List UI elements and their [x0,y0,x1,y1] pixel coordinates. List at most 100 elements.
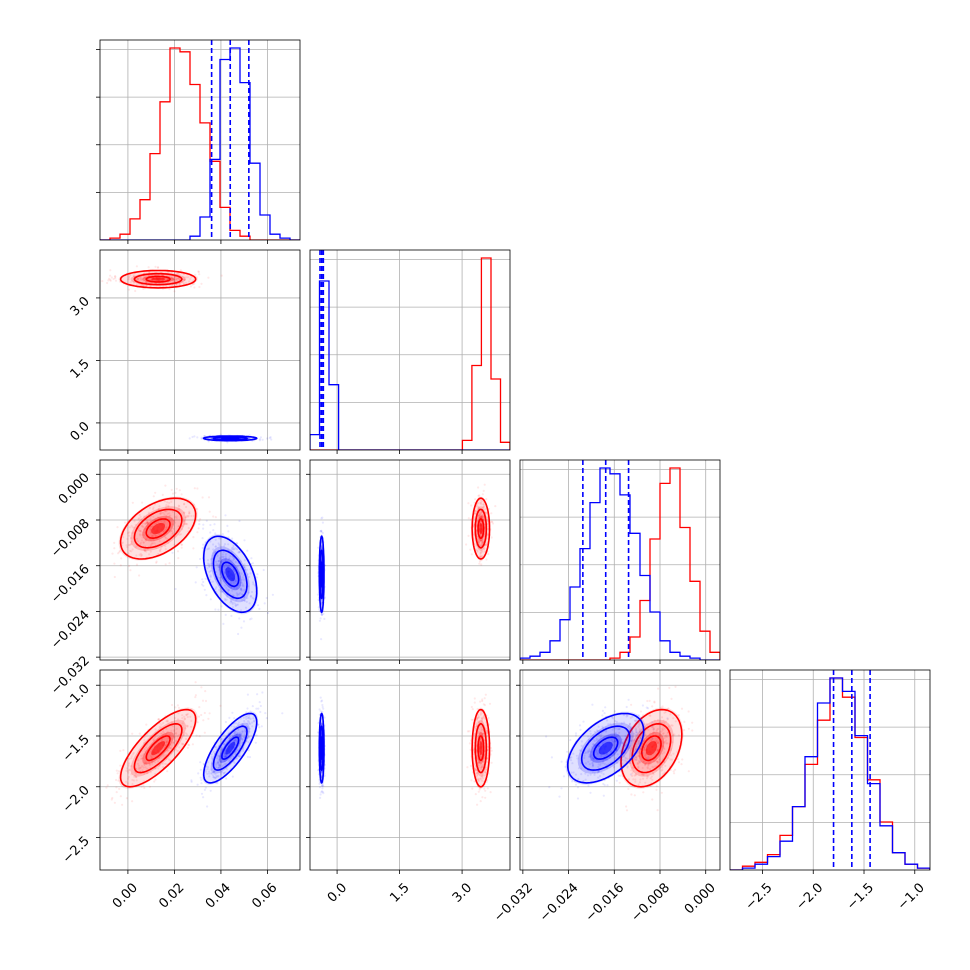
scatter-point [648,699,651,703]
scatter-point [469,548,472,551]
contour-0-2 [119,497,197,560]
scatter-point [593,730,597,734]
scatter-point [479,502,482,505]
scatter-point [602,782,605,786]
scatter-point [181,722,184,725]
scatter-point [139,530,142,533]
scatter-point [656,719,660,722]
scatter-point [633,758,637,761]
scatter-point [194,273,197,276]
scatter-point [140,553,143,557]
scatter-point [134,546,137,549]
scatter-point [128,757,131,761]
scatter-point [578,724,582,727]
scatter-point [241,584,244,587]
scatter-point [627,746,631,749]
scatter-point [113,541,116,545]
scatter-point [183,502,186,505]
scatter-point [166,770,169,773]
scatter-point [618,781,621,784]
scatter-point [176,749,179,753]
scatter-point [474,769,477,772]
scatter-point [214,776,217,779]
scatter-point [487,552,490,556]
scatter-point [165,510,168,513]
scatter-point [135,779,138,782]
scatter-point [171,741,174,744]
scatter-point [235,542,238,545]
scatter-point [208,775,211,778]
scatter-point [174,278,177,281]
scatter-point [247,735,250,739]
scatter-point [198,735,201,738]
scatter-point [171,531,174,535]
scatter-point [613,766,616,769]
scatter-point [134,523,137,526]
scatter-point [233,739,236,742]
scatter-point [198,285,201,289]
scatter-point [465,543,468,546]
scatter-point [317,722,320,725]
scatter-point [164,536,167,539]
scatter-point [163,513,166,516]
scatter-point [638,730,641,734]
contour-0-1 [133,508,183,549]
scatter-point [321,521,324,524]
scatter-point [171,492,175,495]
scatter-point [215,586,218,589]
scatter-point [193,487,196,490]
scatter-point [480,733,484,736]
scatter-point [251,705,254,708]
scatter-point [570,756,573,759]
scatter-point [255,734,258,737]
scatter-point [635,719,638,722]
scatter-point [479,556,482,559]
scatter-point [230,599,233,603]
scatter-point [228,558,231,561]
scatter-point [193,282,196,285]
scatter-point [480,516,483,519]
histogram-1 [730,677,930,870]
scatter-point [180,543,183,546]
scatter-point [214,588,217,591]
scatter-point [115,769,118,772]
scatter-point [228,737,231,740]
scatter-point [639,778,642,781]
scatter-point [209,523,212,527]
scatter-point [94,788,96,790]
scatter-point [651,737,654,740]
scatter-point [186,746,189,749]
scatter-point [242,716,245,719]
contour-1-1 [212,435,248,441]
scatter-point [146,521,149,524]
scatter-point [181,717,184,720]
scatter-point [224,557,228,560]
scatter-point [114,279,118,282]
scatter-point [248,716,251,719]
scatter-point [220,773,223,776]
scatter-point [626,757,629,760]
scatter-point [479,544,482,548]
scatter-point [489,746,492,750]
scatter-point [174,587,177,591]
scatter-point [596,753,599,756]
contour-1-1 [212,725,248,771]
scatter-point [250,557,253,560]
x-tick-label-0-0: 0.00 [110,880,141,911]
contour-1-1 [580,725,631,771]
scatter-point [155,521,158,524]
scatter-point [600,771,603,774]
scatter-point [183,278,186,281]
scatter-point [143,752,146,756]
scatter-point [615,761,618,765]
scatter-point [482,503,485,506]
scatter-point [237,721,241,724]
scatter-point [122,749,125,752]
scatter-point [588,763,591,766]
panel-frame-3-2 [519,669,721,871]
scatter-point [154,265,157,268]
scatter-point [153,780,156,783]
scatter-point [587,750,590,753]
scatter-point [479,763,483,767]
scatter-point [637,783,640,786]
